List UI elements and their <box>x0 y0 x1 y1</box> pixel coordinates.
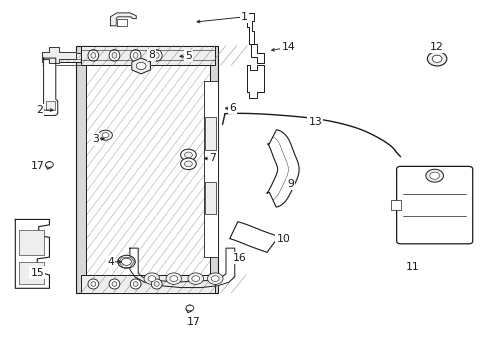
Circle shape <box>187 273 203 284</box>
Ellipse shape <box>130 50 141 61</box>
Circle shape <box>165 273 181 284</box>
Circle shape <box>122 258 131 265</box>
Ellipse shape <box>91 282 96 286</box>
Circle shape <box>184 161 192 167</box>
Bar <box>86 53 210 282</box>
Ellipse shape <box>151 50 162 61</box>
Text: 9: 9 <box>287 179 294 189</box>
Ellipse shape <box>151 279 162 289</box>
Circle shape <box>169 276 177 282</box>
Ellipse shape <box>88 279 99 289</box>
Polygon shape <box>110 13 136 26</box>
Circle shape <box>211 276 219 282</box>
Polygon shape <box>266 130 299 207</box>
Ellipse shape <box>91 53 96 58</box>
Text: 5: 5 <box>184 51 191 61</box>
Bar <box>76 45 217 293</box>
Circle shape <box>102 133 109 138</box>
Bar <box>390 200 400 211</box>
Ellipse shape <box>154 282 159 286</box>
Ellipse shape <box>133 53 138 58</box>
Circle shape <box>191 276 199 282</box>
Ellipse shape <box>109 279 120 289</box>
Bar <box>205 182 216 214</box>
Circle shape <box>148 276 156 282</box>
Ellipse shape <box>112 282 117 286</box>
Circle shape <box>118 255 135 268</box>
Circle shape <box>425 169 443 182</box>
Text: 4: 4 <box>107 257 114 267</box>
Ellipse shape <box>88 50 99 61</box>
Text: 8: 8 <box>148 50 155 60</box>
Ellipse shape <box>109 50 120 61</box>
Circle shape <box>207 273 223 284</box>
Ellipse shape <box>154 53 159 58</box>
Circle shape <box>99 130 112 140</box>
Bar <box>205 117 216 149</box>
FancyBboxPatch shape <box>396 166 472 244</box>
Text: 17: 17 <box>186 317 200 327</box>
Polygon shape <box>132 58 150 74</box>
Polygon shape <box>43 58 58 116</box>
Polygon shape <box>15 220 49 288</box>
Bar <box>81 45 215 65</box>
Bar <box>203 81 217 257</box>
Text: 14: 14 <box>281 42 295 52</box>
Text: 1: 1 <box>241 12 247 22</box>
Circle shape <box>184 152 192 158</box>
Text: 15: 15 <box>30 267 44 278</box>
Polygon shape <box>246 65 264 98</box>
Bar <box>19 262 43 284</box>
Ellipse shape <box>112 53 117 58</box>
Bar <box>81 275 215 293</box>
Text: 12: 12 <box>429 42 443 52</box>
Text: 17: 17 <box>30 161 44 171</box>
Text: 3: 3 <box>92 134 99 144</box>
Text: 10: 10 <box>276 234 290 244</box>
Circle shape <box>45 162 53 167</box>
Text: 6: 6 <box>228 103 235 113</box>
Bar <box>19 230 43 255</box>
Polygon shape <box>117 19 127 26</box>
Text: 2: 2 <box>36 105 43 115</box>
Ellipse shape <box>130 279 141 289</box>
Text: 13: 13 <box>308 117 322 127</box>
Polygon shape <box>130 248 234 288</box>
Bar <box>42 53 193 62</box>
Circle shape <box>180 158 196 170</box>
Circle shape <box>180 149 196 161</box>
Circle shape <box>136 62 146 69</box>
Circle shape <box>185 305 193 311</box>
Circle shape <box>431 55 441 62</box>
Bar <box>46 101 55 110</box>
Bar <box>86 53 210 282</box>
Circle shape <box>429 172 439 179</box>
Text: 16: 16 <box>232 253 246 263</box>
Polygon shape <box>42 47 76 63</box>
Ellipse shape <box>133 282 138 286</box>
Text: 11: 11 <box>405 262 419 272</box>
Circle shape <box>144 273 159 284</box>
Polygon shape <box>246 13 264 63</box>
Circle shape <box>427 51 446 66</box>
Text: 7: 7 <box>209 153 216 163</box>
Polygon shape <box>229 222 278 252</box>
